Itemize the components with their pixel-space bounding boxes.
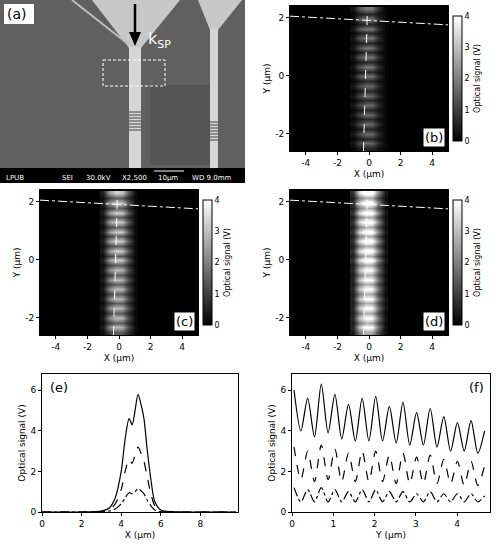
svg-text:-4: -4 xyxy=(301,342,310,352)
svg-text:1: 1 xyxy=(215,290,220,299)
svg-text:6: 6 xyxy=(280,385,286,395)
svg-text:Optical signal (V): Optical signal (V) xyxy=(267,404,277,481)
svg-text:0: 0 xyxy=(366,342,372,352)
svg-text:X (μm): X (μm) xyxy=(354,353,385,363)
svg-text:Y (μm): Y (μm) xyxy=(375,530,406,540)
svg-text:4: 4 xyxy=(465,196,470,205)
svg-text:4: 4 xyxy=(429,158,435,168)
svg-text:(d): (d) xyxy=(425,314,443,329)
svg-text:4: 4 xyxy=(118,519,124,529)
svg-text:Y (μm): Y (μm) xyxy=(262,64,272,95)
svg-text:30.0kV: 30.0kV xyxy=(86,174,111,182)
svg-text:(e): (e) xyxy=(50,380,68,395)
svg-text:-2: -2 xyxy=(83,342,92,352)
svg-text:X2,500: X2,500 xyxy=(122,174,147,182)
svg-text:-2: -2 xyxy=(25,313,34,323)
svg-text:4: 4 xyxy=(454,519,460,529)
svg-text:1: 1 xyxy=(465,290,470,299)
svg-text:X (μm): X (μm) xyxy=(354,169,385,179)
svg-text:0: 0 xyxy=(289,519,295,529)
svg-text:WD 9.0mm: WD 9.0mm xyxy=(192,174,231,182)
svg-text:-4: -4 xyxy=(51,342,60,352)
svg-text:2: 2 xyxy=(398,158,404,168)
svg-text:6: 6 xyxy=(30,385,36,395)
svg-text:Optical signal (V): Optical signal (V) xyxy=(473,228,482,297)
svg-text:-2: -2 xyxy=(275,313,284,323)
svg-text:3: 3 xyxy=(413,519,419,529)
svg-text:1: 1 xyxy=(465,106,470,115)
svg-text:2: 2 xyxy=(215,258,220,267)
svg-text:2: 2 xyxy=(372,519,378,529)
svg-text:2: 2 xyxy=(465,258,470,267)
svg-text:0: 0 xyxy=(215,321,220,330)
svg-text:2: 2 xyxy=(465,74,470,83)
svg-text:2: 2 xyxy=(148,342,154,352)
svg-text:0: 0 xyxy=(39,519,45,529)
svg-text:4: 4 xyxy=(465,12,470,21)
svg-text:Y (μm): Y (μm) xyxy=(262,248,272,279)
svg-text:X (μm): X (μm) xyxy=(104,353,135,363)
svg-text:0: 0 xyxy=(278,71,284,81)
svg-text:2: 2 xyxy=(280,467,286,477)
svg-text:0: 0 xyxy=(28,255,34,265)
svg-text:-2: -2 xyxy=(333,342,342,352)
svg-text:X (μm): X (μm) xyxy=(125,530,156,540)
svg-text:0: 0 xyxy=(278,255,284,265)
svg-text:8: 8 xyxy=(198,519,204,529)
svg-text:Optical signal (V): Optical signal (V) xyxy=(17,404,27,481)
svg-text:Optical signal (V): Optical signal (V) xyxy=(473,44,482,113)
svg-text:-2: -2 xyxy=(333,158,342,168)
svg-text:0: 0 xyxy=(116,342,122,352)
svg-text:4: 4 xyxy=(30,426,36,436)
svg-text:-4: -4 xyxy=(301,158,310,168)
svg-text:kSP: kSP xyxy=(148,29,171,51)
svg-text:0: 0 xyxy=(465,321,470,330)
svg-text:1: 1 xyxy=(330,519,336,529)
svg-text:3: 3 xyxy=(465,227,470,236)
svg-text:2: 2 xyxy=(30,467,36,477)
svg-text:4: 4 xyxy=(429,342,435,352)
svg-text:4: 4 xyxy=(280,426,286,436)
svg-text:6: 6 xyxy=(158,519,164,529)
svg-text:4: 4 xyxy=(179,342,185,352)
svg-text:0: 0 xyxy=(280,507,286,517)
svg-text:0: 0 xyxy=(465,137,470,146)
svg-text:2: 2 xyxy=(398,342,404,352)
svg-text:3: 3 xyxy=(215,227,220,236)
svg-text:(a): (a) xyxy=(7,6,27,22)
svg-text:3: 3 xyxy=(465,43,470,52)
svg-text:Y (μm): Y (μm) xyxy=(12,248,22,279)
svg-text:-2: -2 xyxy=(275,129,284,139)
svg-text:2: 2 xyxy=(278,13,284,23)
svg-text:(f): (f) xyxy=(469,380,484,395)
svg-text:4: 4 xyxy=(215,196,220,205)
svg-text:LPUB: LPUB xyxy=(6,174,24,182)
svg-text:Optical signal (V): Optical signal (V) xyxy=(223,228,232,297)
svg-text:0: 0 xyxy=(30,507,36,517)
svg-text:2: 2 xyxy=(79,519,85,529)
svg-text:10μm: 10μm xyxy=(158,174,178,182)
svg-text:2: 2 xyxy=(28,197,34,207)
svg-text:SEI: SEI xyxy=(62,174,73,182)
svg-text:0: 0 xyxy=(366,158,372,168)
svg-text:(b): (b) xyxy=(425,130,443,145)
svg-text:2: 2 xyxy=(278,197,284,207)
svg-text:(c): (c) xyxy=(176,314,193,329)
